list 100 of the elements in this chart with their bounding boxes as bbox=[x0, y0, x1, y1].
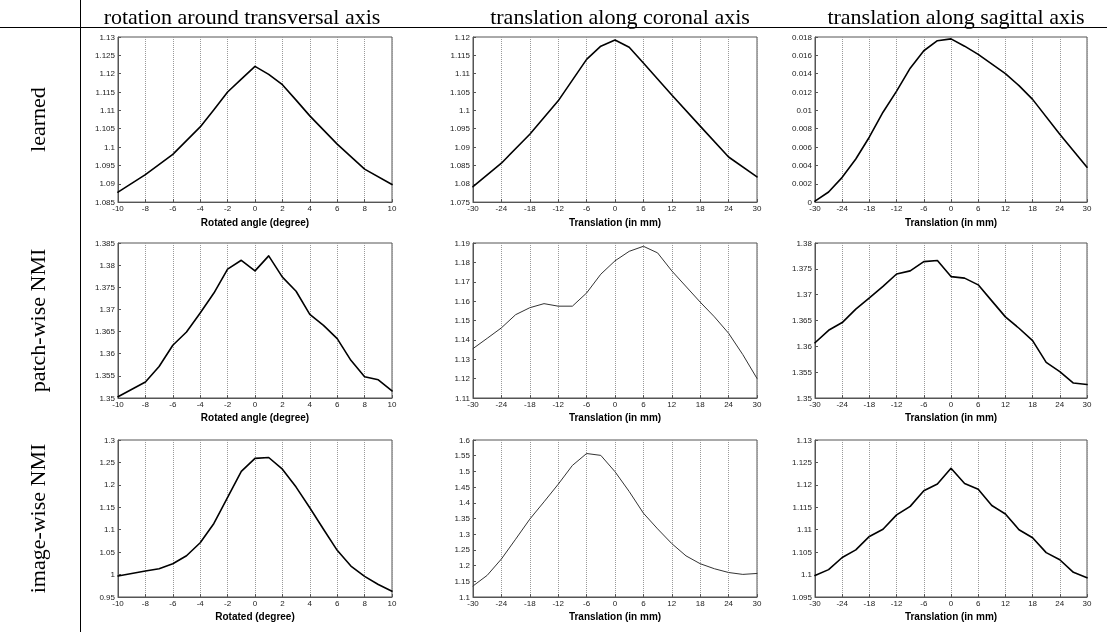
x-tick-label: -24 bbox=[836, 598, 849, 608]
y-tick-label: 1.37 bbox=[99, 304, 116, 314]
y-tick-label: 1.25 bbox=[99, 457, 116, 467]
y-tick-label: 0.004 bbox=[791, 160, 813, 170]
x-tick-label: 18 bbox=[1028, 203, 1038, 213]
y-tick-label: 1.3 bbox=[103, 435, 116, 445]
y-tick-label: 1.375 bbox=[94, 282, 116, 292]
x-tick-label: 8 bbox=[362, 203, 368, 213]
y-tick-label: 0.95 bbox=[99, 592, 116, 602]
y-tick-label: 1.085 bbox=[94, 197, 116, 207]
y-tick-label: 1.15 bbox=[454, 576, 471, 586]
y-tick-label: 1.085 bbox=[449, 160, 471, 170]
y-tick-label: 1.36 bbox=[99, 349, 116, 359]
y-tick-label: 0.018 bbox=[791, 32, 813, 42]
x-tick-label: -24 bbox=[836, 203, 849, 213]
y-tick-label: 1.09 bbox=[454, 142, 471, 152]
x-tick-label: 4 bbox=[307, 203, 313, 213]
y-tick-label: 0.008 bbox=[791, 124, 813, 134]
y-tick-label: 1.1 bbox=[458, 592, 471, 602]
x-tick-label: -6 bbox=[169, 203, 177, 213]
x-tick-label: -18 bbox=[524, 399, 537, 409]
y-tick-label: 1.38 bbox=[796, 238, 813, 248]
y-tick-label: 1.14 bbox=[454, 335, 471, 345]
x-tick-label: 24 bbox=[724, 598, 734, 608]
y-tick-label: 1.16 bbox=[454, 296, 471, 306]
x-tick-label: -6 bbox=[583, 598, 591, 608]
x-tick-label: 24 bbox=[724, 399, 734, 409]
y-tick-label: 1.35 bbox=[796, 393, 813, 403]
chart-title: translation along coronal axis bbox=[490, 3, 750, 29]
x-axis-title: Rotated (degree) bbox=[215, 611, 295, 623]
x-tick-label: 30 bbox=[752, 598, 762, 608]
x-tick-label: 0 bbox=[612, 598, 618, 608]
y-tick-label: 1.38 bbox=[99, 260, 116, 270]
y-tick-label: 1.2 bbox=[458, 561, 471, 571]
x-tick-label: -12 bbox=[890, 203, 903, 213]
y-tick-label: 1.095 bbox=[791, 592, 813, 602]
x-tick-label: 6 bbox=[334, 399, 340, 409]
line-series bbox=[814, 259, 1088, 386]
x-tick-label: 6 bbox=[975, 399, 981, 409]
x-tick-label: -24 bbox=[495, 399, 508, 409]
x-tick-label: -6 bbox=[169, 399, 177, 409]
y-tick-label: 1.1 bbox=[458, 105, 471, 115]
x-axis-title: Translation (in mm) bbox=[568, 216, 662, 228]
x-tick-label: -2 bbox=[224, 598, 232, 608]
y-tick-label: 1.105 bbox=[791, 547, 813, 557]
x-tick-label: 4 bbox=[307, 399, 313, 409]
y-tick-label: 1.09 bbox=[99, 179, 116, 189]
y-tick-label: 1.125 bbox=[94, 50, 116, 60]
y-tick-label: 1.12 bbox=[454, 374, 471, 384]
x-tick-label: 2 bbox=[280, 399, 286, 409]
x-tick-label: -12 bbox=[890, 399, 903, 409]
y-tick-label: 0.014 bbox=[791, 69, 813, 79]
y-tick-label: 1.115 bbox=[792, 502, 813, 512]
x-tick-label: 0 bbox=[252, 399, 258, 409]
x-tick-label: -8 bbox=[141, 598, 150, 608]
x-tick-label: -12 bbox=[890, 598, 903, 608]
y-tick-label: 1.19 bbox=[454, 238, 471, 248]
x-tick-label: 0 bbox=[252, 203, 258, 213]
x-tick-label: 18 bbox=[695, 399, 706, 409]
x-tick-label: 0 bbox=[612, 203, 618, 213]
x-tick-label: -12 bbox=[552, 203, 565, 213]
line-series bbox=[117, 65, 393, 193]
y-tick-label: 1.385 bbox=[94, 238, 116, 248]
y-tick-label: 1.075 bbox=[449, 197, 471, 207]
line-series bbox=[814, 38, 1088, 202]
y-tick-label: 1.35 bbox=[99, 393, 116, 403]
x-tick-label: 10 bbox=[387, 399, 397, 409]
y-tick-label: 0.006 bbox=[791, 142, 813, 152]
y-tick-label: 1.25 bbox=[454, 545, 471, 555]
y-tick-label: 1.2 bbox=[103, 480, 116, 490]
y-tick-label: 1.13 bbox=[796, 435, 813, 445]
x-tick-label: 0 bbox=[252, 598, 258, 608]
y-tick-label: 1.11 bbox=[455, 69, 471, 79]
y-axis-title: image-wise NMI bbox=[24, 443, 50, 594]
y-tick-label: 1.5 bbox=[458, 466, 471, 476]
x-tick-label: 18 bbox=[695, 203, 706, 213]
line-series bbox=[814, 467, 1088, 579]
x-tick-label: -18 bbox=[863, 598, 876, 608]
x-tick-label: 6 bbox=[641, 598, 647, 608]
x-tick-label: 2 bbox=[280, 598, 286, 608]
x-tick-label: 18 bbox=[1028, 598, 1038, 608]
x-tick-label: 30 bbox=[752, 203, 762, 213]
y-tick-label: 1.3 bbox=[458, 529, 471, 539]
x-tick-label: -6 bbox=[920, 203, 928, 213]
x-axis-title: Rotated angle (degree) bbox=[200, 216, 310, 228]
x-tick-label: 12 bbox=[667, 399, 677, 409]
x-tick-label: -12 bbox=[552, 399, 565, 409]
y-tick-label: 1.365 bbox=[94, 327, 116, 337]
x-tick-label: 0 bbox=[612, 399, 618, 409]
x-axis-title: Translation (in mm) bbox=[904, 412, 998, 424]
x-tick-label: -8 bbox=[141, 203, 150, 213]
x-tick-label: 6 bbox=[334, 203, 340, 213]
y-tick-label: 1.15 bbox=[454, 316, 471, 325]
y-tick-label: 1.55 bbox=[454, 451, 471, 461]
x-axis-title: Translation (in mm) bbox=[568, 412, 662, 424]
x-tick-label: 8 bbox=[362, 598, 368, 608]
x-tick-label: -18 bbox=[863, 203, 876, 213]
x-tick-label: 0 bbox=[948, 203, 954, 213]
x-tick-label: 18 bbox=[695, 598, 706, 608]
line-series bbox=[472, 39, 758, 188]
